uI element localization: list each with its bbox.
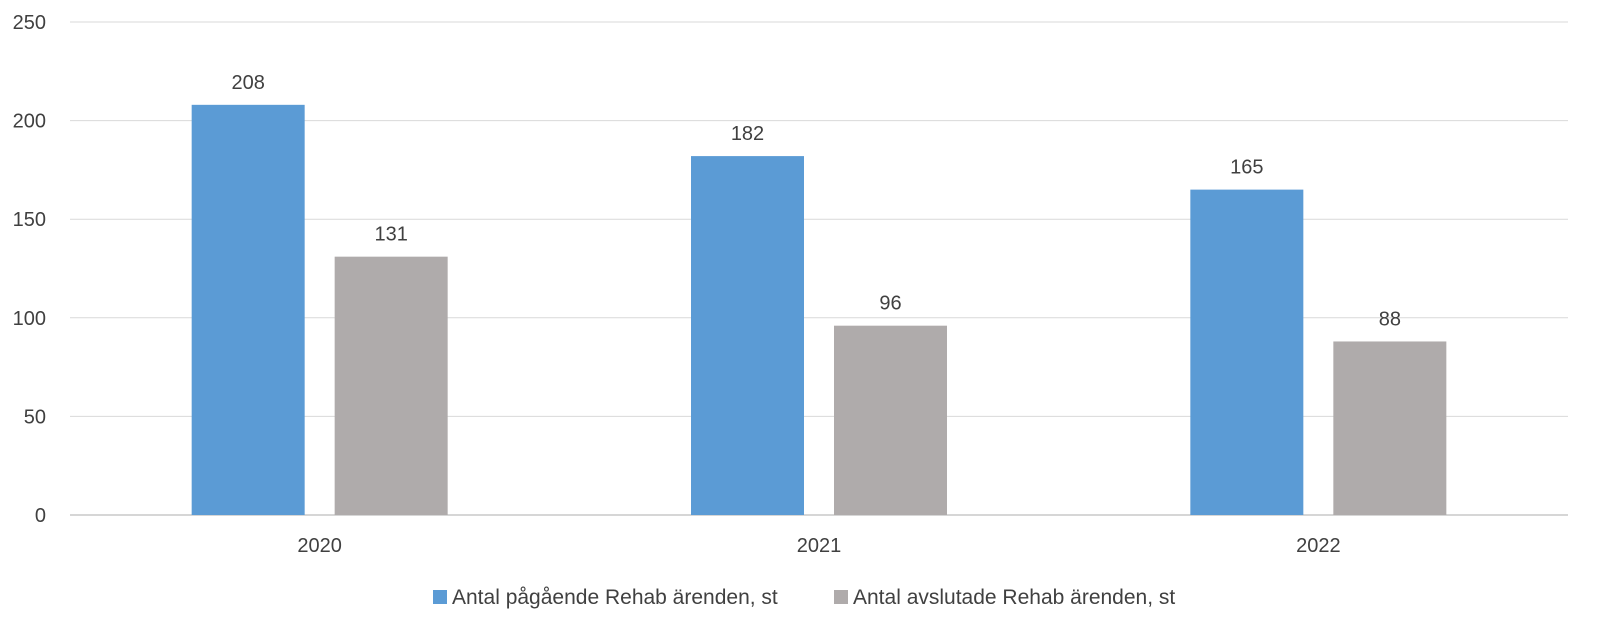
data-label: 96 bbox=[879, 293, 901, 315]
bar-series-2-2020 bbox=[334, 256, 448, 515]
bar-series-1-2020 bbox=[191, 104, 305, 515]
y-tick-label: 250 bbox=[13, 12, 46, 34]
gridlines bbox=[70, 21, 1568, 516]
legend-label: Antal avslutade Rehab ärenden, st bbox=[853, 586, 1175, 609]
bars bbox=[191, 104, 1447, 515]
bar-series-1-2021 bbox=[691, 156, 804, 515]
data-label: 165 bbox=[1230, 157, 1263, 179]
data-labels: 208 131 182 96 165 88 bbox=[231, 72, 1400, 331]
legend: Antal pågående Rehab ärenden, st Antal av… bbox=[433, 586, 1175, 609]
data-label: 88 bbox=[1379, 308, 1401, 330]
y-tick-label: 200 bbox=[13, 111, 46, 133]
legend-swatch bbox=[433, 590, 447, 604]
data-label: 131 bbox=[374, 224, 407, 246]
data-label: 208 bbox=[231, 72, 264, 94]
legend-label: Antal pågående Rehab ärenden, st bbox=[452, 586, 778, 609]
bar-series-2-2022 bbox=[1333, 341, 1447, 515]
data-label: 182 bbox=[731, 123, 764, 145]
x-tick-label: 2021 bbox=[797, 535, 842, 557]
bar-series-2-2021 bbox=[834, 325, 947, 515]
legend-swatch bbox=[834, 590, 848, 604]
bar-series-1-2022 bbox=[1190, 189, 1304, 515]
y-tick-label: 50 bbox=[24, 406, 46, 428]
x-tick-label: 2022 bbox=[1296, 535, 1341, 557]
y-tick-label: 100 bbox=[13, 308, 46, 330]
x-axis: 2020 2021 2022 bbox=[297, 535, 1340, 557]
y-tick-label: 0 bbox=[35, 505, 46, 527]
x-tick-label: 2020 bbox=[297, 535, 342, 557]
y-tick-label: 150 bbox=[13, 209, 46, 231]
y-axis: 0 50 100 150 200 250 bbox=[13, 12, 46, 527]
